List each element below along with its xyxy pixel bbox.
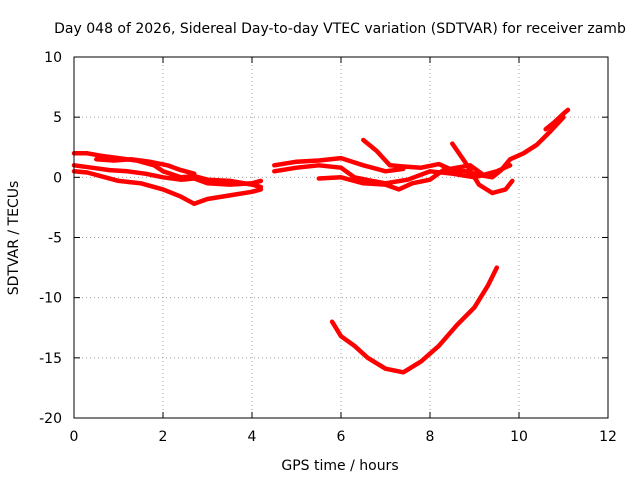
- plot-frame: [73, 56, 609, 419]
- y-axis-label: SDTVAR / TECUs: [6, 181, 22, 296]
- x-tick-label: 12: [599, 429, 617, 445]
- x-tick-label: 4: [248, 429, 257, 445]
- x-tick-label: 10: [510, 429, 528, 445]
- satellite-track-8: [316, 163, 486, 192]
- x-tick-label: 0: [70, 429, 79, 445]
- satellite-track-1: [71, 151, 264, 190]
- x-tick-label: 6: [337, 429, 346, 445]
- satellite-track-4: [94, 157, 197, 176]
- satellite-track-10: [543, 107, 571, 132]
- y-tick-label: 5: [53, 110, 62, 126]
- satellite-track-6: [272, 155, 406, 174]
- chart-title: Day 048 of 2026, Sidereal Day-to-day VTE…: [54, 21, 626, 37]
- x-axis-label: GPS time / hours: [281, 458, 398, 474]
- x-tick-label: 2: [159, 429, 168, 445]
- y-tick-label: 0: [53, 170, 62, 186]
- y-tick-label: -5: [48, 231, 62, 247]
- satellite-track-9: [450, 141, 515, 196]
- grid: [74, 57, 608, 418]
- x-tick-label: 8: [426, 429, 435, 445]
- data-series: [71, 107, 571, 375]
- y-tick-label: -15: [39, 351, 62, 367]
- y-tick-label: -10: [39, 291, 62, 307]
- axis-ticks: 0 2 4 6 8 10 12 -20 -15 -10 -5 0 5 10: [39, 50, 617, 445]
- satellite-track-3: [71, 169, 264, 207]
- y-tick-label: 10: [44, 50, 62, 66]
- satellite-track-11: [329, 265, 500, 375]
- y-tick-label: -20: [39, 411, 62, 427]
- satellite-track-2: [71, 163, 264, 187]
